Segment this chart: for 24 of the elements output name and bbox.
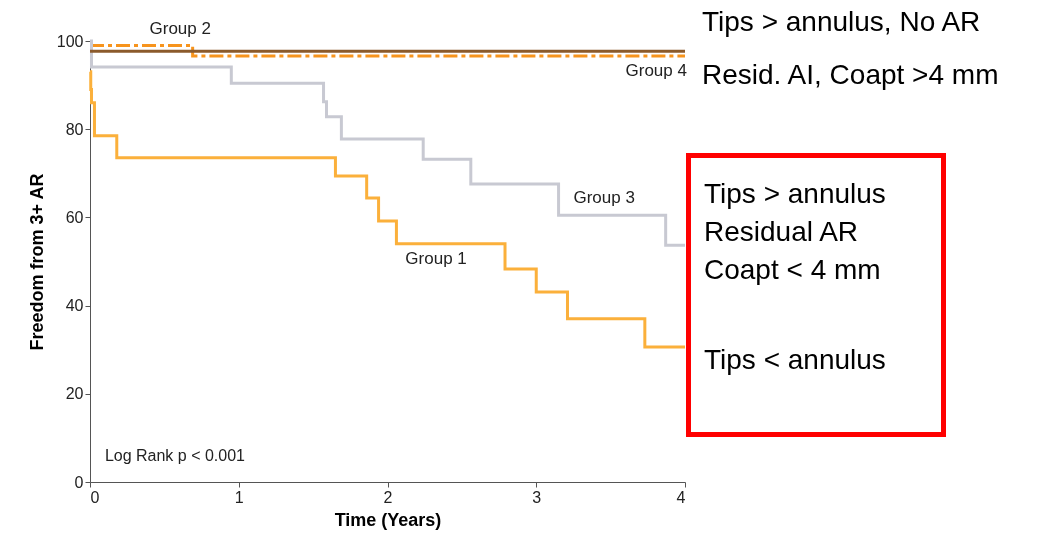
y-axis-title: Freedom from 3+ AR bbox=[26, 173, 47, 351]
text: Coapt < 4 mm bbox=[704, 254, 881, 287]
x-tick-label: 0 bbox=[90, 488, 100, 506]
series-label: Group 2 bbox=[149, 18, 211, 38]
series-label: Group 1 bbox=[405, 249, 467, 269]
y-tick-label: 20 bbox=[65, 385, 84, 403]
series-label: Group 4 bbox=[625, 60, 687, 80]
x-tick-label: 3 bbox=[532, 488, 542, 506]
x-tick-label: 4 bbox=[676, 488, 686, 506]
x-tick-label: 1 bbox=[234, 488, 244, 506]
text: Resid. AI, Coapt >4 mm bbox=[702, 59, 999, 92]
text: Tips > annulus, No AR bbox=[702, 6, 981, 39]
y-tick-label: 40 bbox=[65, 297, 84, 315]
text: Residual AR bbox=[704, 216, 859, 249]
text: Tips > annulus bbox=[704, 178, 886, 211]
y-tick-label: 100 bbox=[56, 32, 84, 50]
x-tick-label: 2 bbox=[383, 488, 393, 506]
y-tick-label: 0 bbox=[74, 473, 84, 491]
x-axis-title: Time (Years) bbox=[334, 509, 442, 530]
y-tick-label: 80 bbox=[65, 120, 84, 138]
series-label: Group 3 bbox=[573, 187, 635, 207]
annotation: Log Rank p < 0.001 bbox=[104, 446, 246, 464]
text: Tips < annulus bbox=[704, 344, 886, 377]
y-tick-label: 60 bbox=[65, 208, 84, 226]
